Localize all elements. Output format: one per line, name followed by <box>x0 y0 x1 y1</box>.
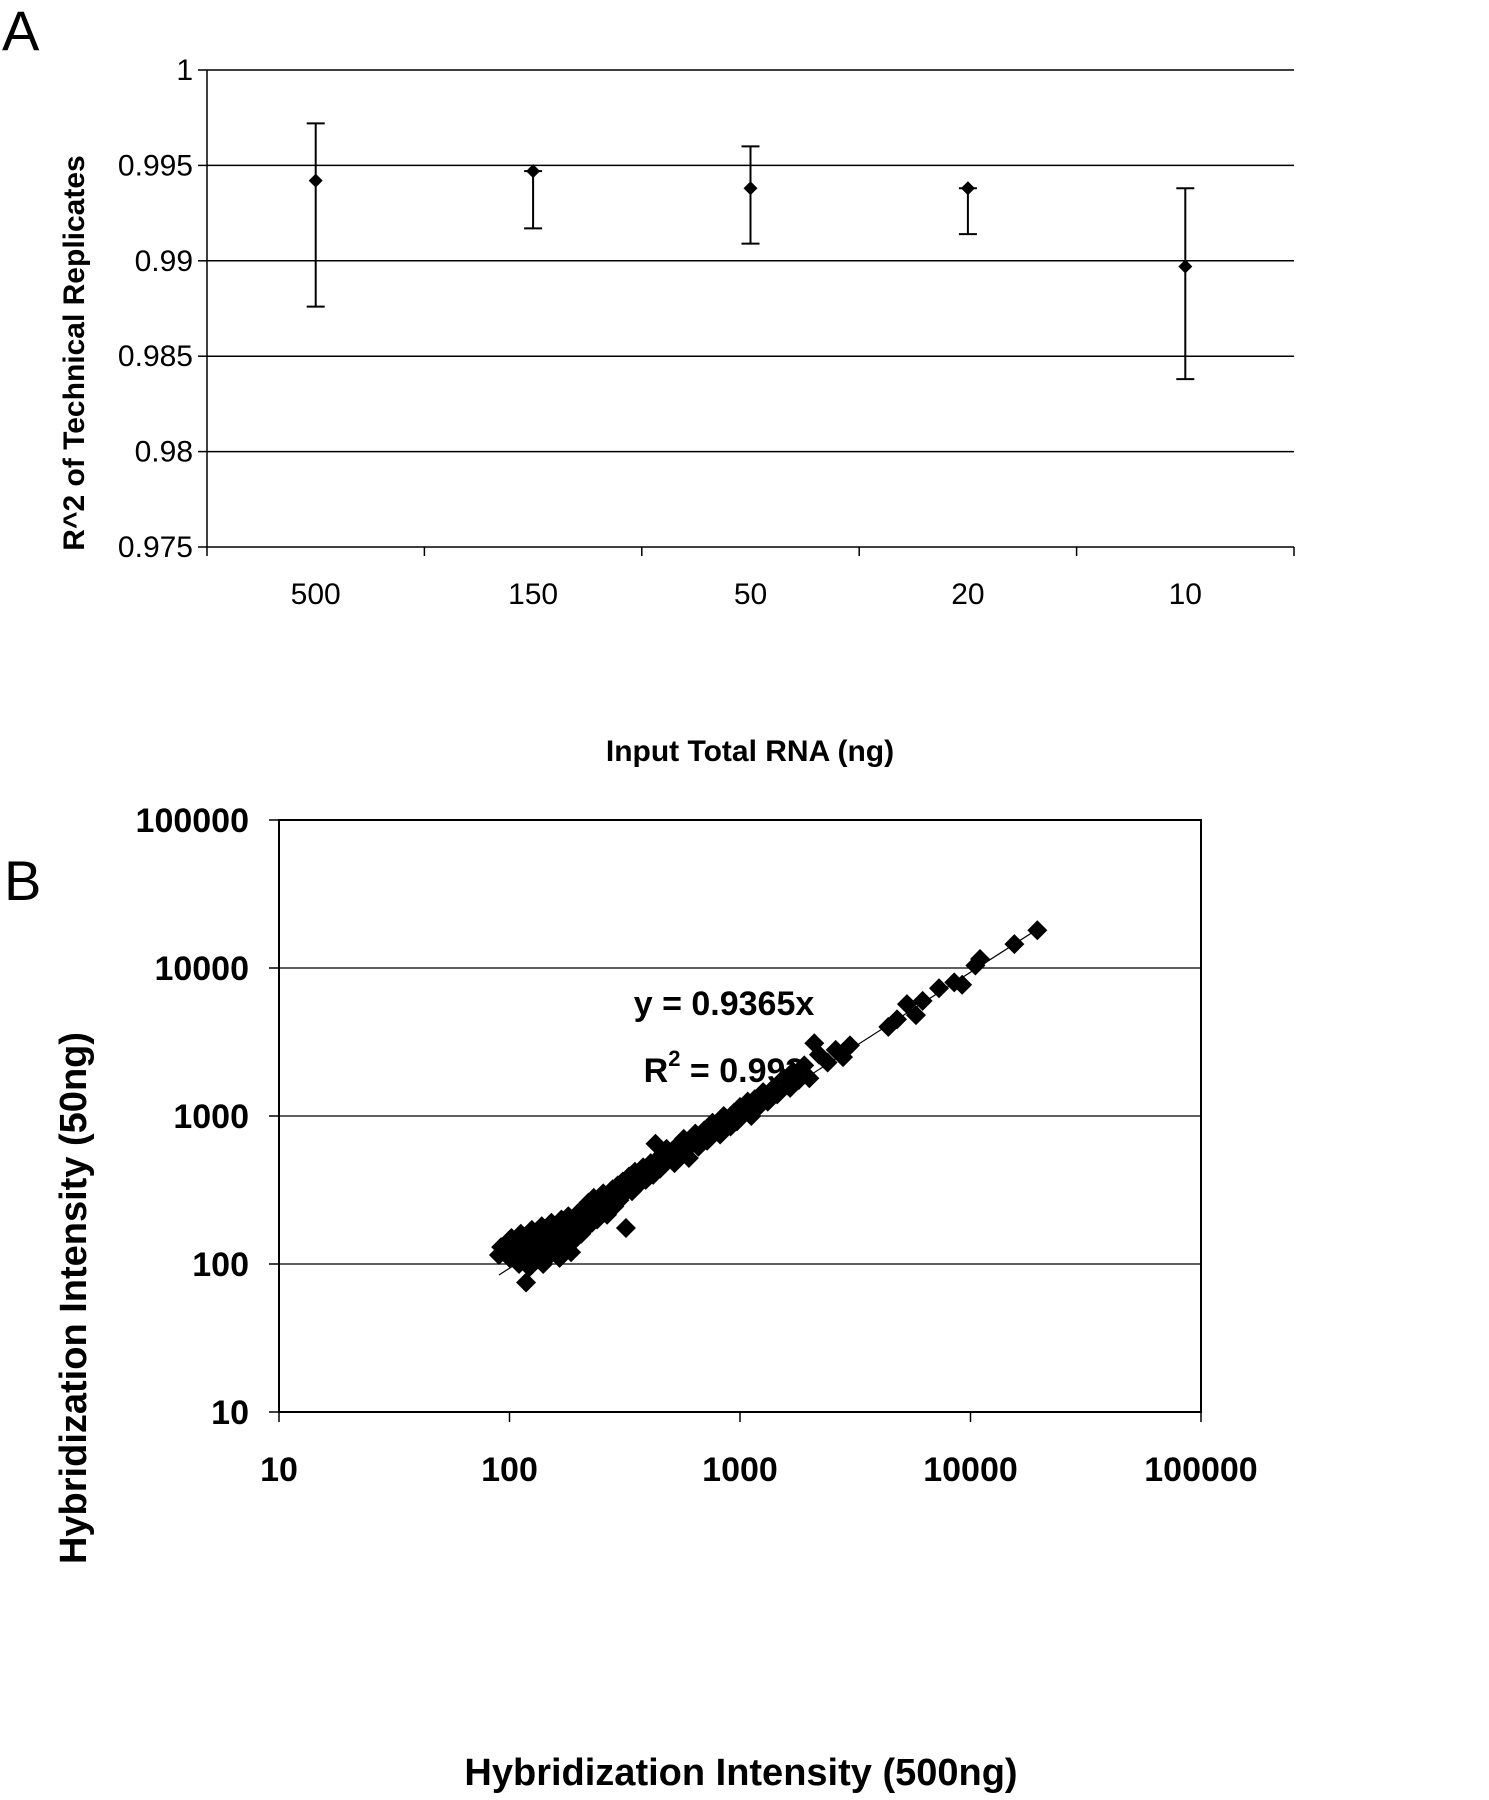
panel-b-trend-equation: y = 0.9365x <box>634 985 815 1023</box>
panel-a-x-tick-label: 20 <box>951 578 984 611</box>
panel-a-chart: 0.975 0.98 0.985 0.99 0.995 1 500 150 50 20 10 <box>118 54 1295 611</box>
panel-a-letter: A <box>2 0 40 62</box>
panel-a-x-axis-label: Input Total RNA (ng) <box>606 735 894 768</box>
panel-b-data-point <box>839 1035 860 1056</box>
panel-b-letter: B <box>4 849 41 912</box>
panel-b-data-point <box>928 978 949 999</box>
panel-b-x-tick-label: 100000 <box>1144 1451 1257 1489</box>
panel-b-x-axis-label: Hybridization Intensity (500ng) <box>464 1752 1017 1794</box>
panel-b-y-tick-label: 1000 <box>173 1098 249 1136</box>
panel-a-y-tick-label: 1 <box>176 54 193 87</box>
panel-a-y-tick-label: 0.98 <box>135 436 193 469</box>
panel-a-y-tick-label: 0.985 <box>118 340 193 373</box>
panel-a-x-tick-label: 150 <box>508 578 558 611</box>
panel-b-x-tick-label: 10000 <box>923 1451 1018 1489</box>
panel-b-data-point <box>905 1005 926 1026</box>
panel-b-y-tick-label: 10000 <box>154 950 249 988</box>
panel-b-y-tick-label: 100 <box>192 1246 249 1284</box>
panel-a-y-tick-label: 0.99 <box>135 245 193 278</box>
panel-a-data-point <box>743 181 758 196</box>
panel-b-x-tick-label: 10 <box>260 1451 298 1489</box>
panel-a-y-axis-label: R^2 of Technical Replicates <box>58 155 91 550</box>
panel-b-y-tick-label: 100000 <box>136 802 249 840</box>
panel-b-y-tick-label: 10 <box>211 1394 249 1432</box>
panel-b-data-point <box>678 1148 699 1169</box>
panel-b-x-tick-label: 100 <box>481 1451 538 1489</box>
r2-superscript: 2 <box>668 1046 680 1071</box>
panel-a-x-tick-label: 500 <box>291 578 341 611</box>
panel-b-y-axis-label: Hybridization Intensity (50ng) <box>53 1032 95 1564</box>
panel-b-data-point <box>970 949 991 970</box>
panel-a-data-point <box>960 181 975 196</box>
panel-b-data-point <box>896 994 917 1015</box>
panel-b-data-point <box>1027 920 1048 941</box>
panel-b-data-point <box>912 990 933 1011</box>
panel-a-x-tick-label: 50 <box>734 578 767 611</box>
panel-b-data-point <box>516 1272 537 1293</box>
panel-b-data-point <box>501 1227 522 1248</box>
panel-b-plot-frame <box>278 819 1202 1413</box>
panel-a-y-tick-label: 0.995 <box>118 149 193 182</box>
panel-b-r-squared: R2 = 0.993 <box>644 1046 805 1090</box>
panel-b-data-point <box>615 1218 636 1239</box>
r2-prefix: R <box>644 1052 669 1090</box>
panel-b-data-point <box>799 1068 820 1089</box>
panel-a-data-point <box>526 164 541 179</box>
panel-b-data-point <box>1004 934 1025 955</box>
panel-b-data-point <box>817 1052 838 1073</box>
panel-a-data-point <box>1178 259 1193 274</box>
panel-a-y-tick-label: 0.975 <box>118 531 193 564</box>
panel-b-data-point <box>887 1009 908 1030</box>
panel-a-x-tick-label: 10 <box>1169 578 1202 611</box>
panel-b-x-tick-label: 1000 <box>702 1451 778 1489</box>
panel-a-data-point <box>308 173 323 188</box>
panel-b-data-point <box>952 974 973 995</box>
r2-value: = 0.993 <box>680 1052 804 1090</box>
panel-b-chart: 10 100 1000 10000 100000 10 100 1000 10000 100000 <box>136 802 1258 1489</box>
